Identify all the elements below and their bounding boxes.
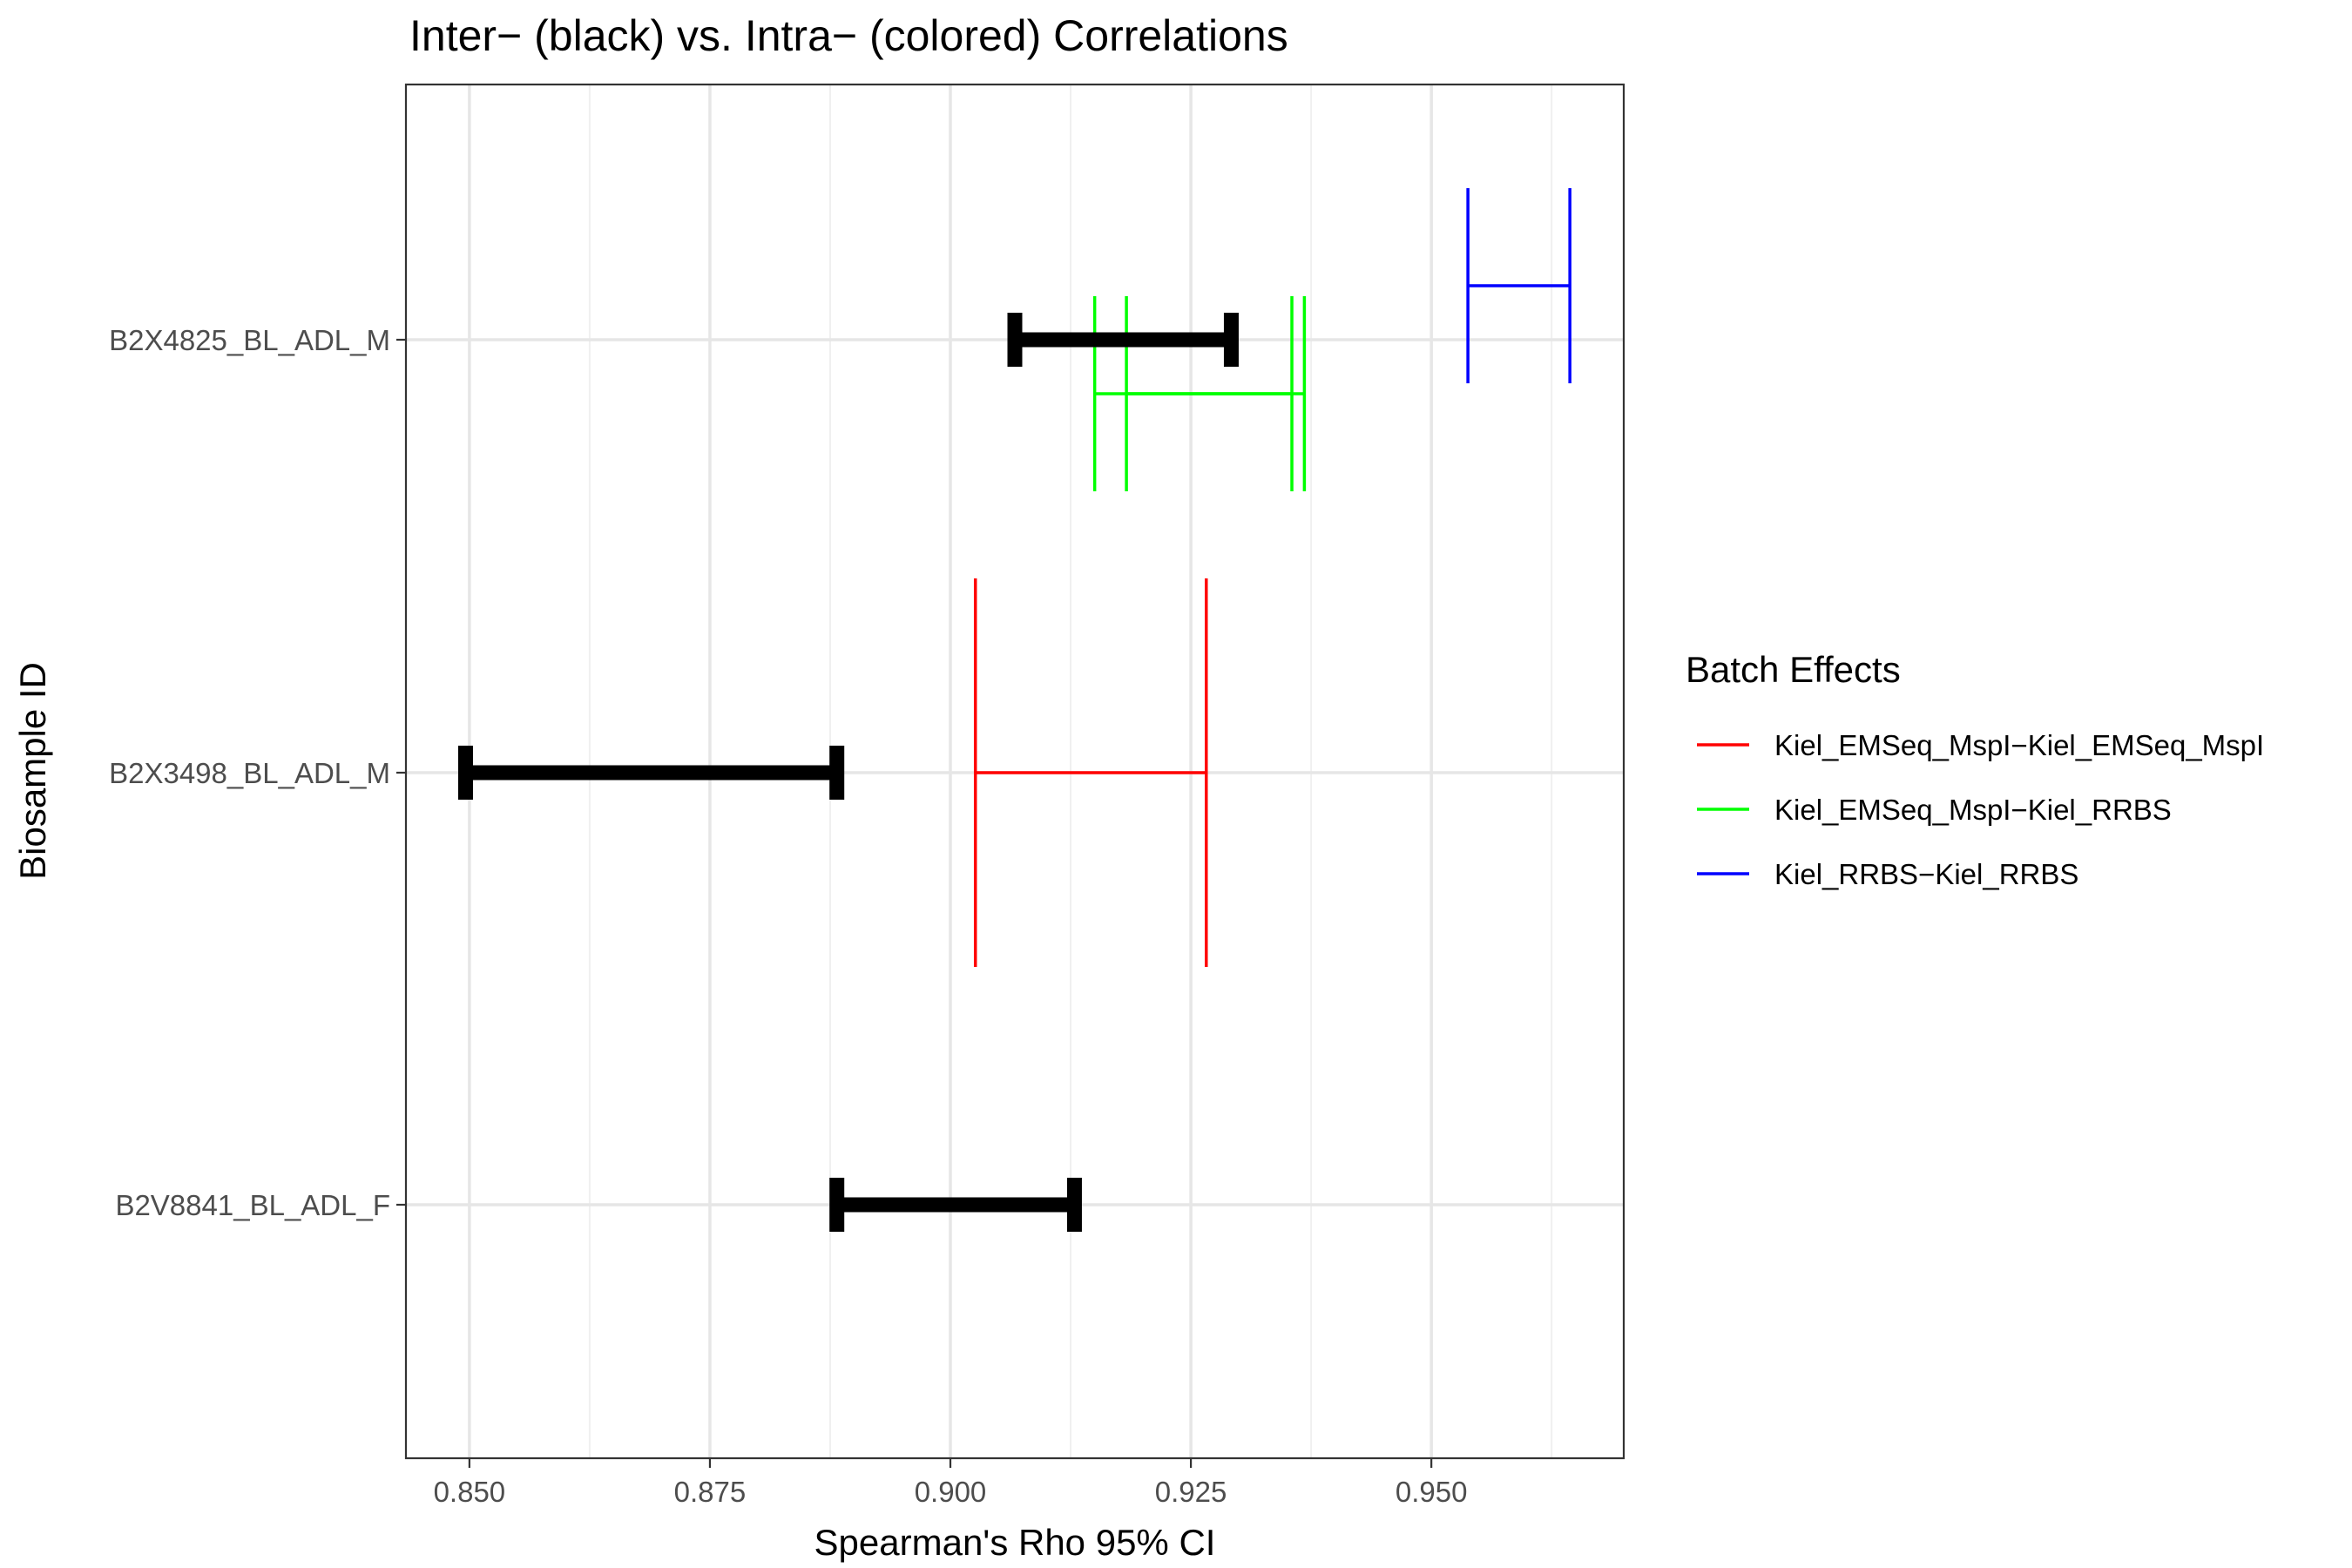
y-tick-label: B2X3498_BL_ADL_M — [109, 757, 390, 789]
x-tick-label: 0.875 — [674, 1476, 747, 1508]
axes: 0.850 0.875 0.900 0.925 0.950 B2X4825_BL_ADL_… — [109, 324, 1467, 1508]
data-layer — [457, 188, 1571, 1232]
legend-item: Kiel_RRBS−Kiel_RRBS — [1697, 858, 2078, 890]
legend-item: Kiel_EMSeq_MspI−Kiel_EMSeq_MspI — [1697, 729, 2264, 761]
chart-title: Inter− (black) vs. Intra− (colored) Corr… — [409, 11, 1288, 60]
legend-title: Batch Effects — [1686, 649, 1901, 690]
x-tick-label: 0.925 — [1155, 1476, 1227, 1508]
legend-items: Kiel_EMSeq_MspI−Kiel_EMSeq_MspI Kiel_EMSe… — [1697, 729, 2264, 890]
legend-item: Kiel_EMSeq_MspI−Kiel_RRBS — [1697, 794, 2172, 826]
x-axis-label: Spearman's Rho 95% CI — [814, 1522, 1216, 1563]
inter-errorbar — [457, 746, 845, 800]
x-tick-label: 0.850 — [434, 1476, 506, 1508]
intra-errorbar — [1125, 296, 1294, 491]
plot-border — [404, 83, 1625, 1460]
y-tick-label: B2V8841_BL_ADL_F — [115, 1189, 390, 1221]
y-tick-label: B2X4825_BL_ADL_M — [109, 324, 390, 356]
legend-label: Kiel_RRBS−Kiel_RRBS — [1774, 858, 2078, 890]
legend: Batch Effects Kiel_EMSeq_MspI−Kiel_EMSeq… — [1686, 649, 2264, 890]
y-axis-label: Biosample ID — [12, 662, 53, 880]
intra-errorbar — [973, 578, 1208, 967]
x-tick-label: 0.900 — [915, 1476, 987, 1508]
x-tick-label: 0.950 — [1396, 1476, 1468, 1508]
legend-label: Kiel_EMSeq_MspI−Kiel_RRBS — [1774, 794, 2172, 826]
inter-errorbar — [1007, 313, 1239, 367]
inter-errorbar — [829, 1178, 1082, 1232]
intra-errorbar — [1466, 188, 1571, 383]
legend-label: Kiel_EMSeq_MspI−Kiel_EMSeq_MspI — [1774, 729, 2264, 761]
